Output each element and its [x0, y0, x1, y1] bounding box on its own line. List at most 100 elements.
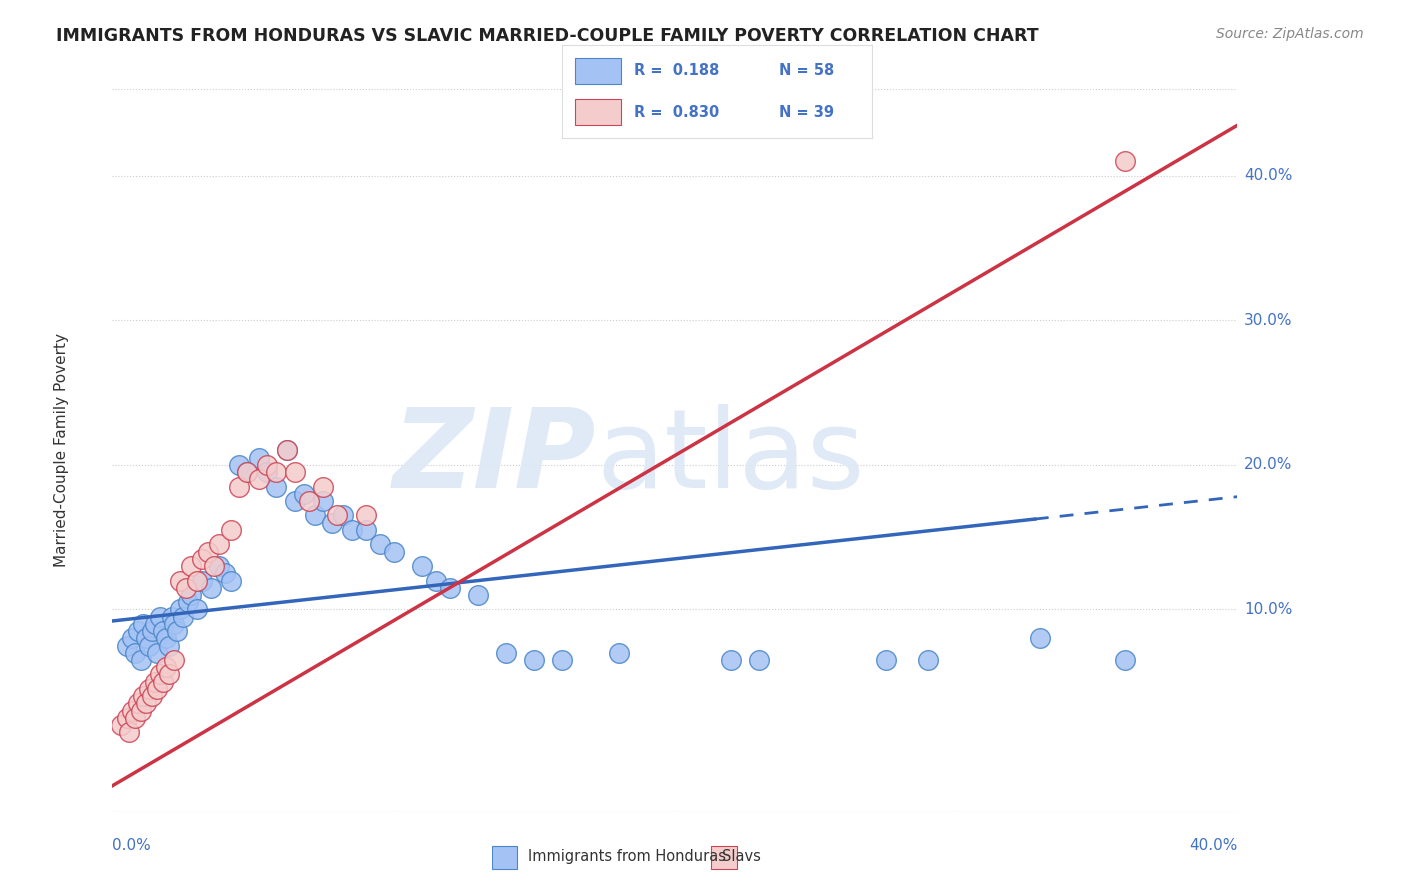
Point	[121, 632, 143, 646]
Point	[124, 711, 146, 725]
Point	[174, 581, 197, 595]
Text: 10.0%: 10.0%	[1244, 602, 1292, 617]
Point	[163, 653, 186, 667]
Point	[875, 653, 897, 667]
Point	[202, 559, 225, 574]
Point	[157, 667, 180, 681]
Point	[152, 674, 174, 689]
Text: Source: ZipAtlas.com: Source: ZipAtlas.com	[1216, 27, 1364, 41]
Point	[284, 465, 307, 479]
Point	[132, 616, 155, 631]
Point	[264, 465, 287, 479]
Point	[149, 609, 172, 624]
Point	[340, 523, 363, 537]
Point	[197, 544, 219, 558]
Bar	[575, 58, 621, 84]
Point	[115, 711, 138, 725]
Point	[146, 646, 169, 660]
Point	[169, 602, 191, 616]
Point	[191, 551, 214, 566]
Point	[138, 639, 160, 653]
Point	[332, 508, 354, 523]
Point	[129, 704, 152, 718]
Point	[236, 465, 259, 479]
Point	[208, 537, 231, 551]
Text: N = 39: N = 39	[779, 104, 834, 120]
Point	[180, 559, 202, 574]
Point	[1114, 154, 1136, 169]
Point	[127, 624, 149, 639]
Point	[219, 523, 242, 537]
Point	[155, 632, 177, 646]
Text: 40.0%: 40.0%	[1244, 169, 1292, 184]
Point	[186, 574, 208, 588]
Text: 40.0%: 40.0%	[1189, 838, 1237, 854]
Text: Slavs: Slavs	[723, 849, 761, 863]
Point	[115, 639, 138, 653]
Point	[382, 544, 405, 558]
Point	[135, 696, 157, 710]
Point	[110, 718, 132, 732]
Point	[219, 574, 242, 588]
Point	[163, 616, 186, 631]
Point	[551, 653, 574, 667]
Point	[160, 609, 183, 624]
Text: 30.0%: 30.0%	[1244, 313, 1292, 328]
Point	[256, 458, 278, 472]
Point	[304, 508, 326, 523]
Point	[292, 487, 315, 501]
Point	[135, 632, 157, 646]
Bar	[492, 846, 517, 869]
Point	[127, 696, 149, 710]
Point	[200, 581, 222, 595]
Point	[368, 537, 391, 551]
Point	[439, 581, 461, 595]
Text: 0.0%: 0.0%	[112, 838, 152, 854]
Point	[228, 458, 250, 472]
Text: 20.0%: 20.0%	[1244, 458, 1292, 473]
Point	[354, 508, 377, 523]
Text: atlas: atlas	[596, 404, 865, 511]
Point	[177, 595, 200, 609]
Point	[276, 443, 298, 458]
Point	[720, 653, 742, 667]
Point	[748, 653, 770, 667]
Point	[607, 646, 630, 660]
Point	[149, 667, 172, 681]
Point	[326, 508, 349, 523]
Point	[1114, 653, 1136, 667]
Point	[146, 681, 169, 696]
Point	[180, 588, 202, 602]
Text: R =  0.188: R = 0.188	[634, 63, 718, 78]
Point	[354, 523, 377, 537]
Point	[141, 689, 163, 703]
Point	[312, 480, 335, 494]
Point	[121, 704, 143, 718]
Point	[523, 653, 546, 667]
Point	[321, 516, 343, 530]
Point	[157, 639, 180, 653]
Point	[129, 653, 152, 667]
Point	[208, 559, 231, 574]
Point	[1029, 632, 1052, 646]
Bar	[711, 846, 737, 869]
Point	[236, 465, 259, 479]
Point	[143, 616, 166, 631]
Point	[247, 450, 270, 465]
Point	[186, 602, 208, 616]
Point	[256, 465, 278, 479]
Point	[132, 689, 155, 703]
Text: IMMIGRANTS FROM HONDURAS VS SLAVIC MARRIED-COUPLE FAMILY POVERTY CORRELATION CHA: IMMIGRANTS FROM HONDURAS VS SLAVIC MARRI…	[56, 27, 1039, 45]
Text: Immigrants from Honduras: Immigrants from Honduras	[529, 849, 725, 863]
Point	[191, 574, 214, 588]
Bar	[575, 99, 621, 125]
Text: Married-Couple Family Poverty: Married-Couple Family Poverty	[55, 334, 69, 567]
Point	[118, 725, 141, 739]
Point	[166, 624, 188, 639]
Point	[495, 646, 517, 660]
Point	[155, 660, 177, 674]
Point	[228, 480, 250, 494]
Point	[124, 646, 146, 660]
Point	[284, 494, 307, 508]
Point	[143, 674, 166, 689]
